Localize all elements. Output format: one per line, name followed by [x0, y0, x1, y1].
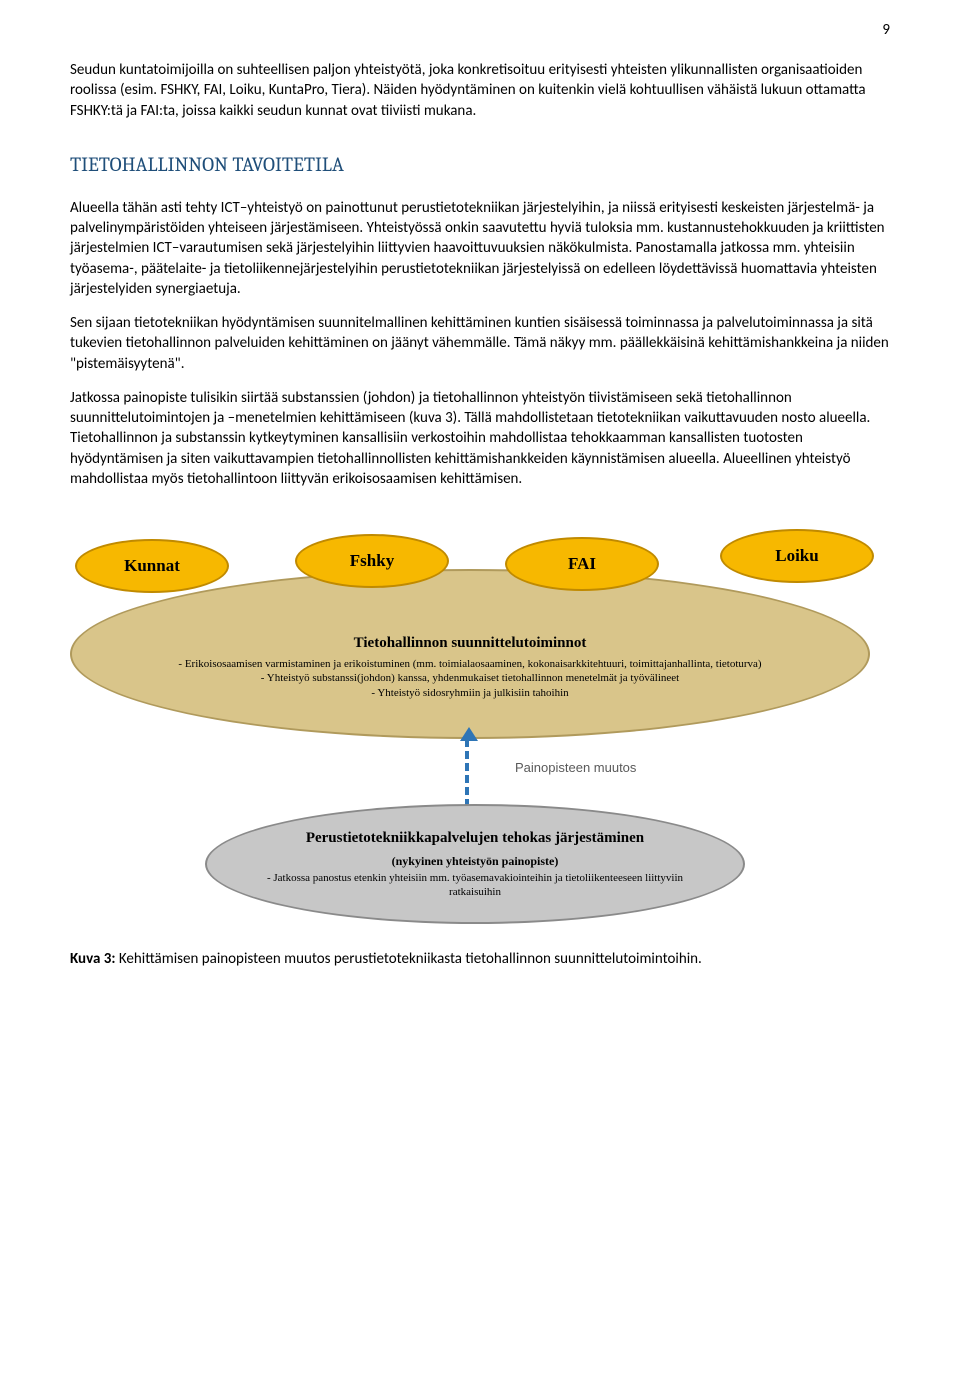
org-node-kunnat: Kunnat — [75, 539, 229, 593]
paragraph-2: Alueella tähän asti tehty ICT–yhteistyö … — [70, 198, 890, 299]
bottom-ellipse-title: Perustietotekniikkapalvelujen tehokas jä… — [306, 828, 644, 848]
mid-ellipse-title: Tietohallinnon suunnittelutoiminnot — [354, 633, 587, 653]
caption-label: Kuva 3: — [70, 950, 116, 968]
arrow-label: Painopisteen muutos — [515, 759, 636, 777]
paragraph-3: Sen sijaan tietotekniikan hyödyntämisen … — [70, 313, 890, 374]
bottom-ellipse-subtitle: (nykyinen yhteistyön painopiste) — [392, 853, 559, 869]
section-heading: TIETOHALLINNON TAVOITETILA — [70, 151, 890, 178]
org-node-loiku: Loiku — [720, 529, 874, 583]
org-node-fai: FAI — [505, 537, 659, 591]
diagram-kuva-3: Tietohallinnon suunnittelutoiminnot Eriko… — [70, 519, 890, 939]
figure-caption: Kuva 3: Kehittämisen painopisteen muutos… — [70, 949, 890, 969]
caption-text: Kehittämisen painopisteen muutos perusti… — [116, 950, 702, 968]
paragraph-1: Seudun kuntatoimijoilla on suhteellisen … — [70, 60, 890, 121]
paragraph-4: Jatkossa painopiste tulisikin siirtää su… — [70, 388, 890, 489]
mid-ellipse-bullets: Erikoisosaamisen varmistaminen ja erikoi… — [178, 657, 761, 700]
org-node-fshky: Fshky — [295, 534, 449, 588]
bottom-ellipse-bullets: Jatkossa panostus etenkin yhteisiin mm. … — [247, 871, 703, 900]
planning-functions-ellipse: Tietohallinnon suunnittelutoiminnot Eriko… — [70, 569, 870, 739]
basic-it-services-ellipse: Perustietotekniikkapalvelujen tehokas jä… — [205, 804, 745, 924]
focus-shift-arrow — [465, 739, 469, 807]
page-number: 9 — [882, 20, 890, 40]
